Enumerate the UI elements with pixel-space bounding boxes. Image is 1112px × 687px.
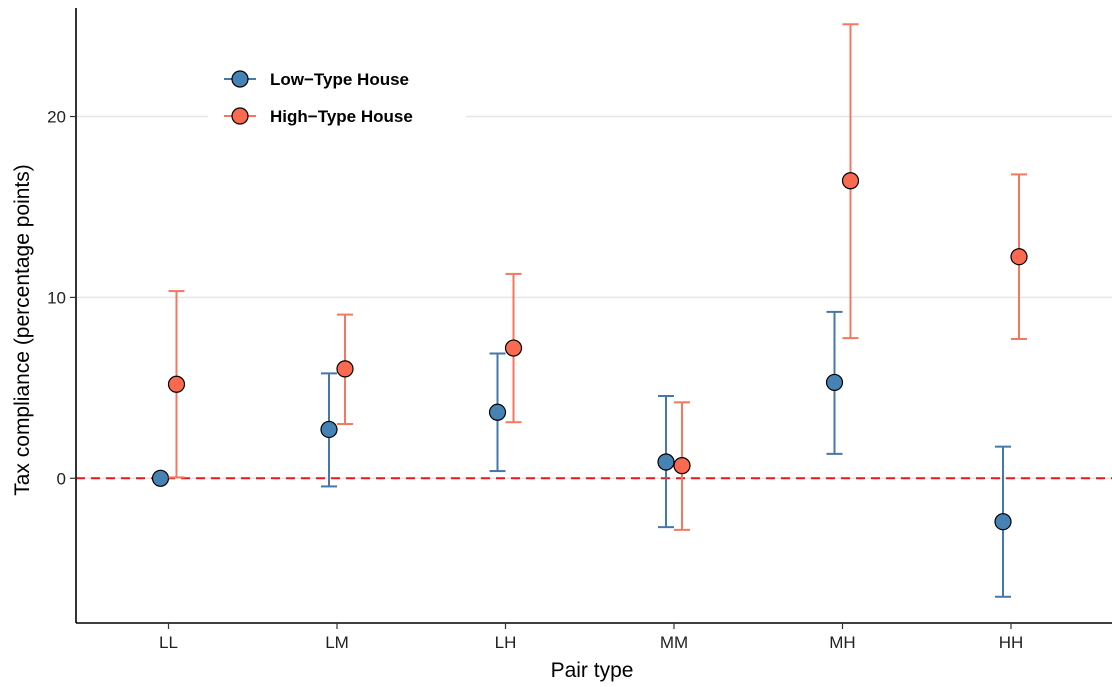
legend-key-marker [231, 70, 249, 88]
y-axis-title: Tax compliance (percentage points) [11, 164, 34, 496]
x-tick-label-MH: MH [829, 633, 855, 652]
axes: 0 10 20 LL LM LH MM MH HH [47, 8, 1112, 652]
point-MH [825, 373, 844, 392]
y-tick-label-0: 0 [57, 469, 66, 488]
x-tick-label-LH: LH [495, 633, 517, 652]
point-MH [841, 172, 860, 190]
point-LM [320, 420, 338, 439]
legend-item-high: High−Type House [224, 107, 413, 126]
point-MM [657, 453, 675, 471]
x-tick-label-LM: LM [325, 633, 349, 652]
point-LM [336, 360, 354, 378]
point-LH [488, 403, 507, 421]
series-low-type [151, 310, 1012, 598]
point-LH [504, 339, 523, 357]
legend-background [208, 58, 466, 130]
series-marks [151, 23, 1028, 598]
point-HH [1010, 248, 1028, 266]
y-tick-label-20: 20 [47, 108, 66, 127]
x-tick-label-MM: MM [660, 633, 688, 652]
x-axis-title: Pair type [551, 659, 634, 682]
legend-label-low: Low−Type House [270, 70, 409, 89]
x-tick-label-HH: HH [999, 633, 1024, 652]
legend: Low−Type House High−Type House [208, 58, 466, 130]
point-LL [151, 469, 170, 487]
gridlines [76, 115, 1112, 480]
legend-key-marker [231, 107, 249, 125]
legend-item-low: Low−Type House [224, 70, 409, 89]
point-LL [167, 375, 186, 393]
x-tick-label-LL: LL [159, 633, 178, 652]
y-tick-label-10: 10 [47, 288, 66, 307]
point-MM [673, 457, 691, 475]
point-HH [994, 513, 1012, 531]
series-high-type [167, 23, 1028, 531]
legend-label-high: High−Type House [270, 107, 413, 126]
